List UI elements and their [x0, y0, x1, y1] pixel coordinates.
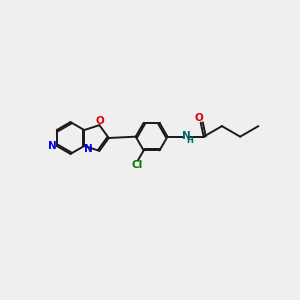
Text: N: N [48, 141, 57, 151]
Text: O: O [95, 116, 104, 126]
Text: N: N [84, 144, 93, 154]
Text: O: O [195, 113, 204, 123]
Text: Cl: Cl [131, 160, 143, 170]
Text: N: N [182, 131, 191, 141]
Text: H: H [187, 136, 194, 146]
